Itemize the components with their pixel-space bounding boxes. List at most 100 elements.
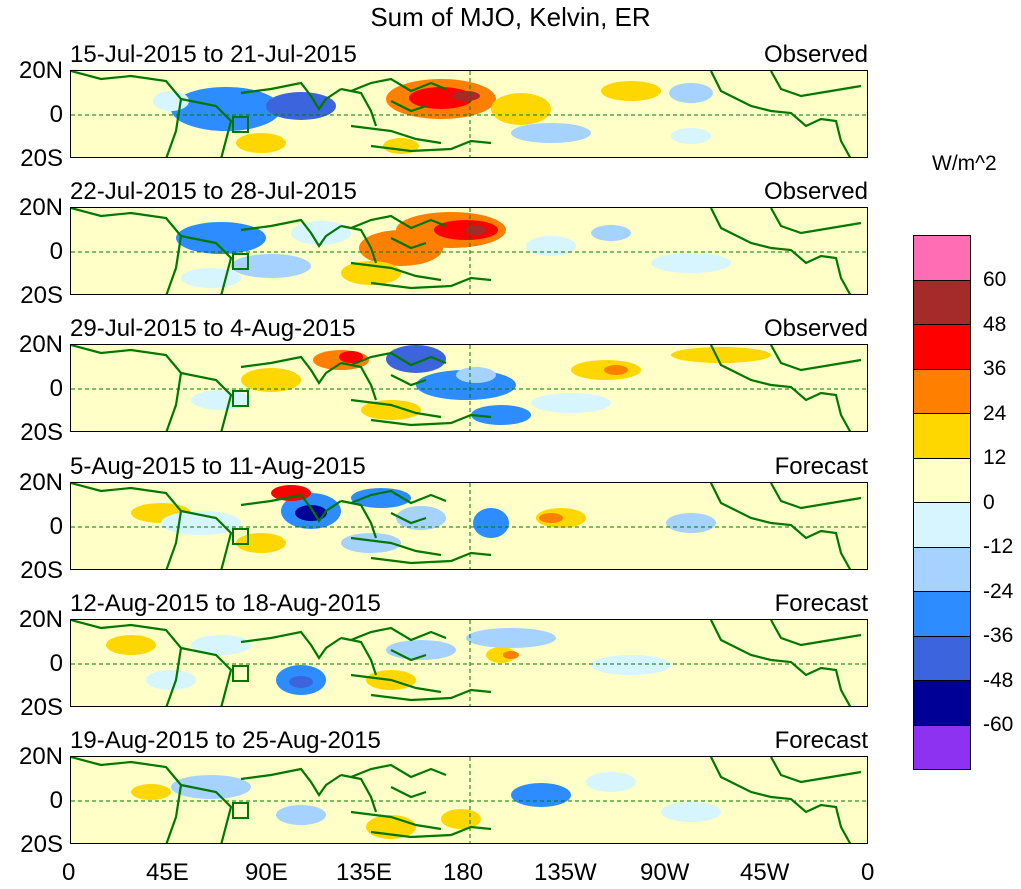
lat-tick-label: 20S (20, 282, 63, 309)
lat-tick-label: 20N (18, 606, 63, 633)
lat-tick-label: 0 (49, 787, 63, 814)
coastline (71, 345, 862, 431)
panel-kind-label: Observed (763, 315, 868, 342)
region-box (232, 116, 249, 133)
colorbar-swatch (913, 457, 971, 503)
anomaly-contour (471, 405, 531, 425)
olr-anomaly-map (70, 756, 868, 844)
anomaly-contour (671, 128, 711, 144)
x-tick-label: 90E (245, 859, 288, 886)
anomaly-contour (153, 91, 189, 111)
colorbar: 60 48 36 24 12 0 -12 -24 -36 -48 -60 (913, 235, 1013, 770)
lat-tick-label: 0 (49, 238, 63, 265)
map-svg (71, 345, 867, 431)
anomaly-contour (591, 225, 631, 241)
panel-kind-label: Forecast (774, 453, 868, 480)
x-tick-label: 135W (534, 859, 597, 886)
anomaly-contour (466, 225, 486, 235)
lat-tick-label: 20N (18, 194, 63, 221)
panel-date-range: 19-Aug-2015 to 25-Aug-2015 (70, 727, 381, 754)
map-panel: 22-Jul-2015 to 28-Jul-2015 Observed 20N 0 20… (0, 179, 900, 320)
olr-anomaly-map (70, 207, 868, 295)
region-box (232, 390, 249, 407)
colorbar-swatch (913, 235, 971, 281)
anomaly-contour (503, 651, 519, 659)
map-svg (71, 71, 867, 157)
olr-anomaly-map (70, 344, 868, 432)
anomaly-contour (586, 772, 636, 792)
lat-tick-label: 0 (49, 513, 63, 540)
anomaly-contour (231, 254, 311, 278)
anomaly-contour (146, 670, 196, 690)
anomaly-contour (271, 485, 311, 501)
colorbar-tick-label: -36 (983, 624, 1014, 647)
olr-anomaly-map (70, 619, 868, 707)
anomaly-contour (669, 83, 713, 103)
colorbar-tick-label: 24 (983, 401, 1007, 425)
map-svg (71, 757, 867, 843)
region-box (232, 253, 249, 270)
anomaly-contour (441, 809, 481, 829)
colorbar-swatch (913, 724, 971, 770)
colorbar-swatch (913, 591, 971, 637)
colorbar-swatch (913, 546, 971, 592)
anomaly-contour (527, 791, 555, 803)
lat-tick-label: 20N (18, 57, 63, 84)
anomaly-contour (396, 506, 446, 530)
anomaly-contour (171, 775, 251, 799)
coastline (71, 483, 862, 569)
panel-date-range: 22-Jul-2015 to 28-Jul-2015 (70, 178, 357, 205)
panel-kind-label: Observed (763, 41, 868, 68)
region-box (232, 528, 249, 545)
olr-anomaly-map (70, 482, 868, 570)
map-panel: 5-Aug-2015 to 11-Aug-2015 Forecast 20N 0 20S (0, 454, 900, 595)
panel-date-range: 29-Jul-2015 to 4-Aug-2015 (70, 315, 356, 342)
anomaly-contour (236, 133, 286, 153)
map-svg (71, 208, 867, 294)
anomaly-contour (511, 123, 591, 143)
map-panel: 12-Aug-2015 to 18-Aug-2015 Forecast 20N 0 20… (0, 591, 900, 732)
colorbar-tick-label: 36 (983, 357, 1007, 380)
panel-kind-label: Forecast (774, 590, 868, 617)
map-panel: 29-Jul-2015 to 4-Aug-2015 Observed 20N 0 20S (0, 316, 900, 457)
coastline (71, 71, 862, 157)
anomaly-contour (666, 513, 716, 533)
colorbar-tick-label: -12 (983, 535, 1014, 558)
lat-tick-label: 20N (18, 331, 63, 358)
lat-tick-label: 20S (20, 557, 63, 584)
units-label: W/m^2 (932, 152, 997, 175)
colorbar-tick-label: 0 (983, 490, 995, 514)
map-panel: 15-Jul-2015 to 21-Jul-2015 Observed 20N 0 20… (0, 42, 900, 183)
lat-tick-label: 20N (18, 469, 63, 496)
panel-date-range: 15-Jul-2015 to 21-Jul-2015 (70, 41, 357, 68)
coastline (71, 757, 862, 843)
anomaly-contour (131, 784, 171, 800)
anomaly-contour (491, 93, 551, 125)
map-panel: 19-Aug-2015 to 25-Aug-2015 Forecast 20N 0 20… (0, 728, 900, 869)
anomaly-contour (601, 81, 661, 101)
colorbar-tick-label: 60 (983, 268, 1007, 291)
x-tick-label: 90W (640, 859, 690, 886)
anomaly-contour (191, 635, 251, 655)
x-tick-label: 135E (336, 859, 393, 886)
lat-tick-label: 0 (49, 650, 63, 677)
anomaly-contour (171, 87, 281, 131)
x-tick-label: 45E (146, 859, 189, 886)
anomaly-contour (591, 655, 671, 675)
anomaly-contour (452, 91, 480, 101)
panel-kind-label: Forecast (774, 727, 868, 754)
colorbar-swatch (913, 324, 971, 370)
anomaly-contour (466, 628, 556, 648)
coastline (71, 208, 862, 294)
anomaly-contour (386, 345, 446, 373)
lat-tick-label: 0 (49, 375, 63, 402)
lat-tick-label: 20S (20, 419, 63, 446)
colorbar-swatch (913, 680, 971, 726)
region-box (232, 802, 249, 819)
anomaly-contour (486, 647, 516, 663)
colorbar-swatch (913, 279, 971, 325)
panel-date-range: 12-Aug-2015 to 18-Aug-2015 (70, 590, 381, 617)
colorbar-tick-label: -48 (983, 668, 1014, 692)
anomaly-contour (361, 400, 421, 420)
lat-tick-label: 20N (18, 743, 63, 770)
